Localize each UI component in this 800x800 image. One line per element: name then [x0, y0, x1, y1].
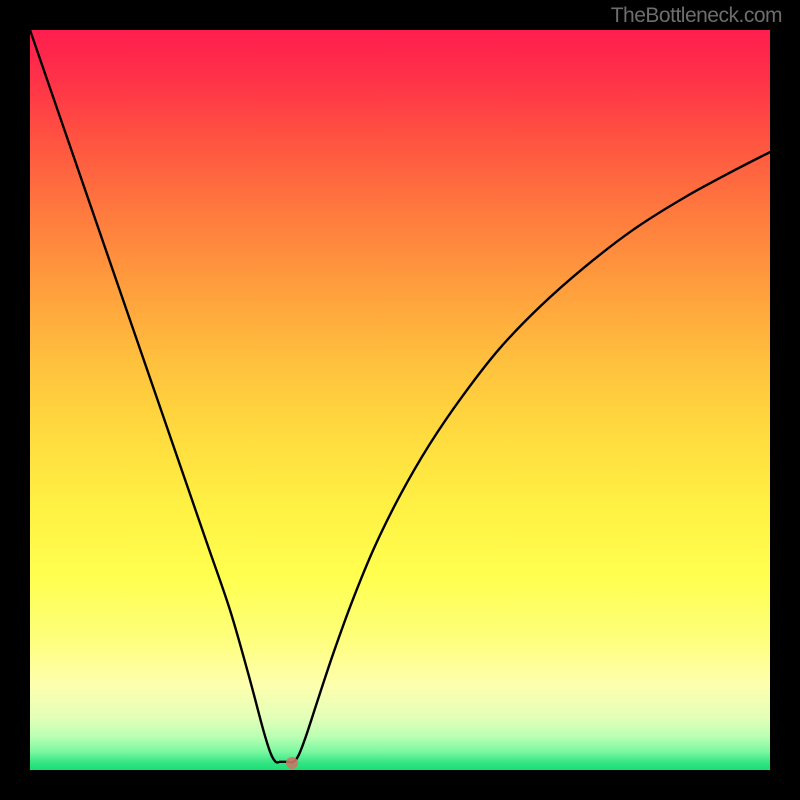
optimum-marker [286, 757, 298, 769]
watermark-text: TheBottleneck.com [611, 4, 782, 28]
chart-plot-area [30, 30, 770, 770]
bottleneck-curve [30, 30, 770, 770]
